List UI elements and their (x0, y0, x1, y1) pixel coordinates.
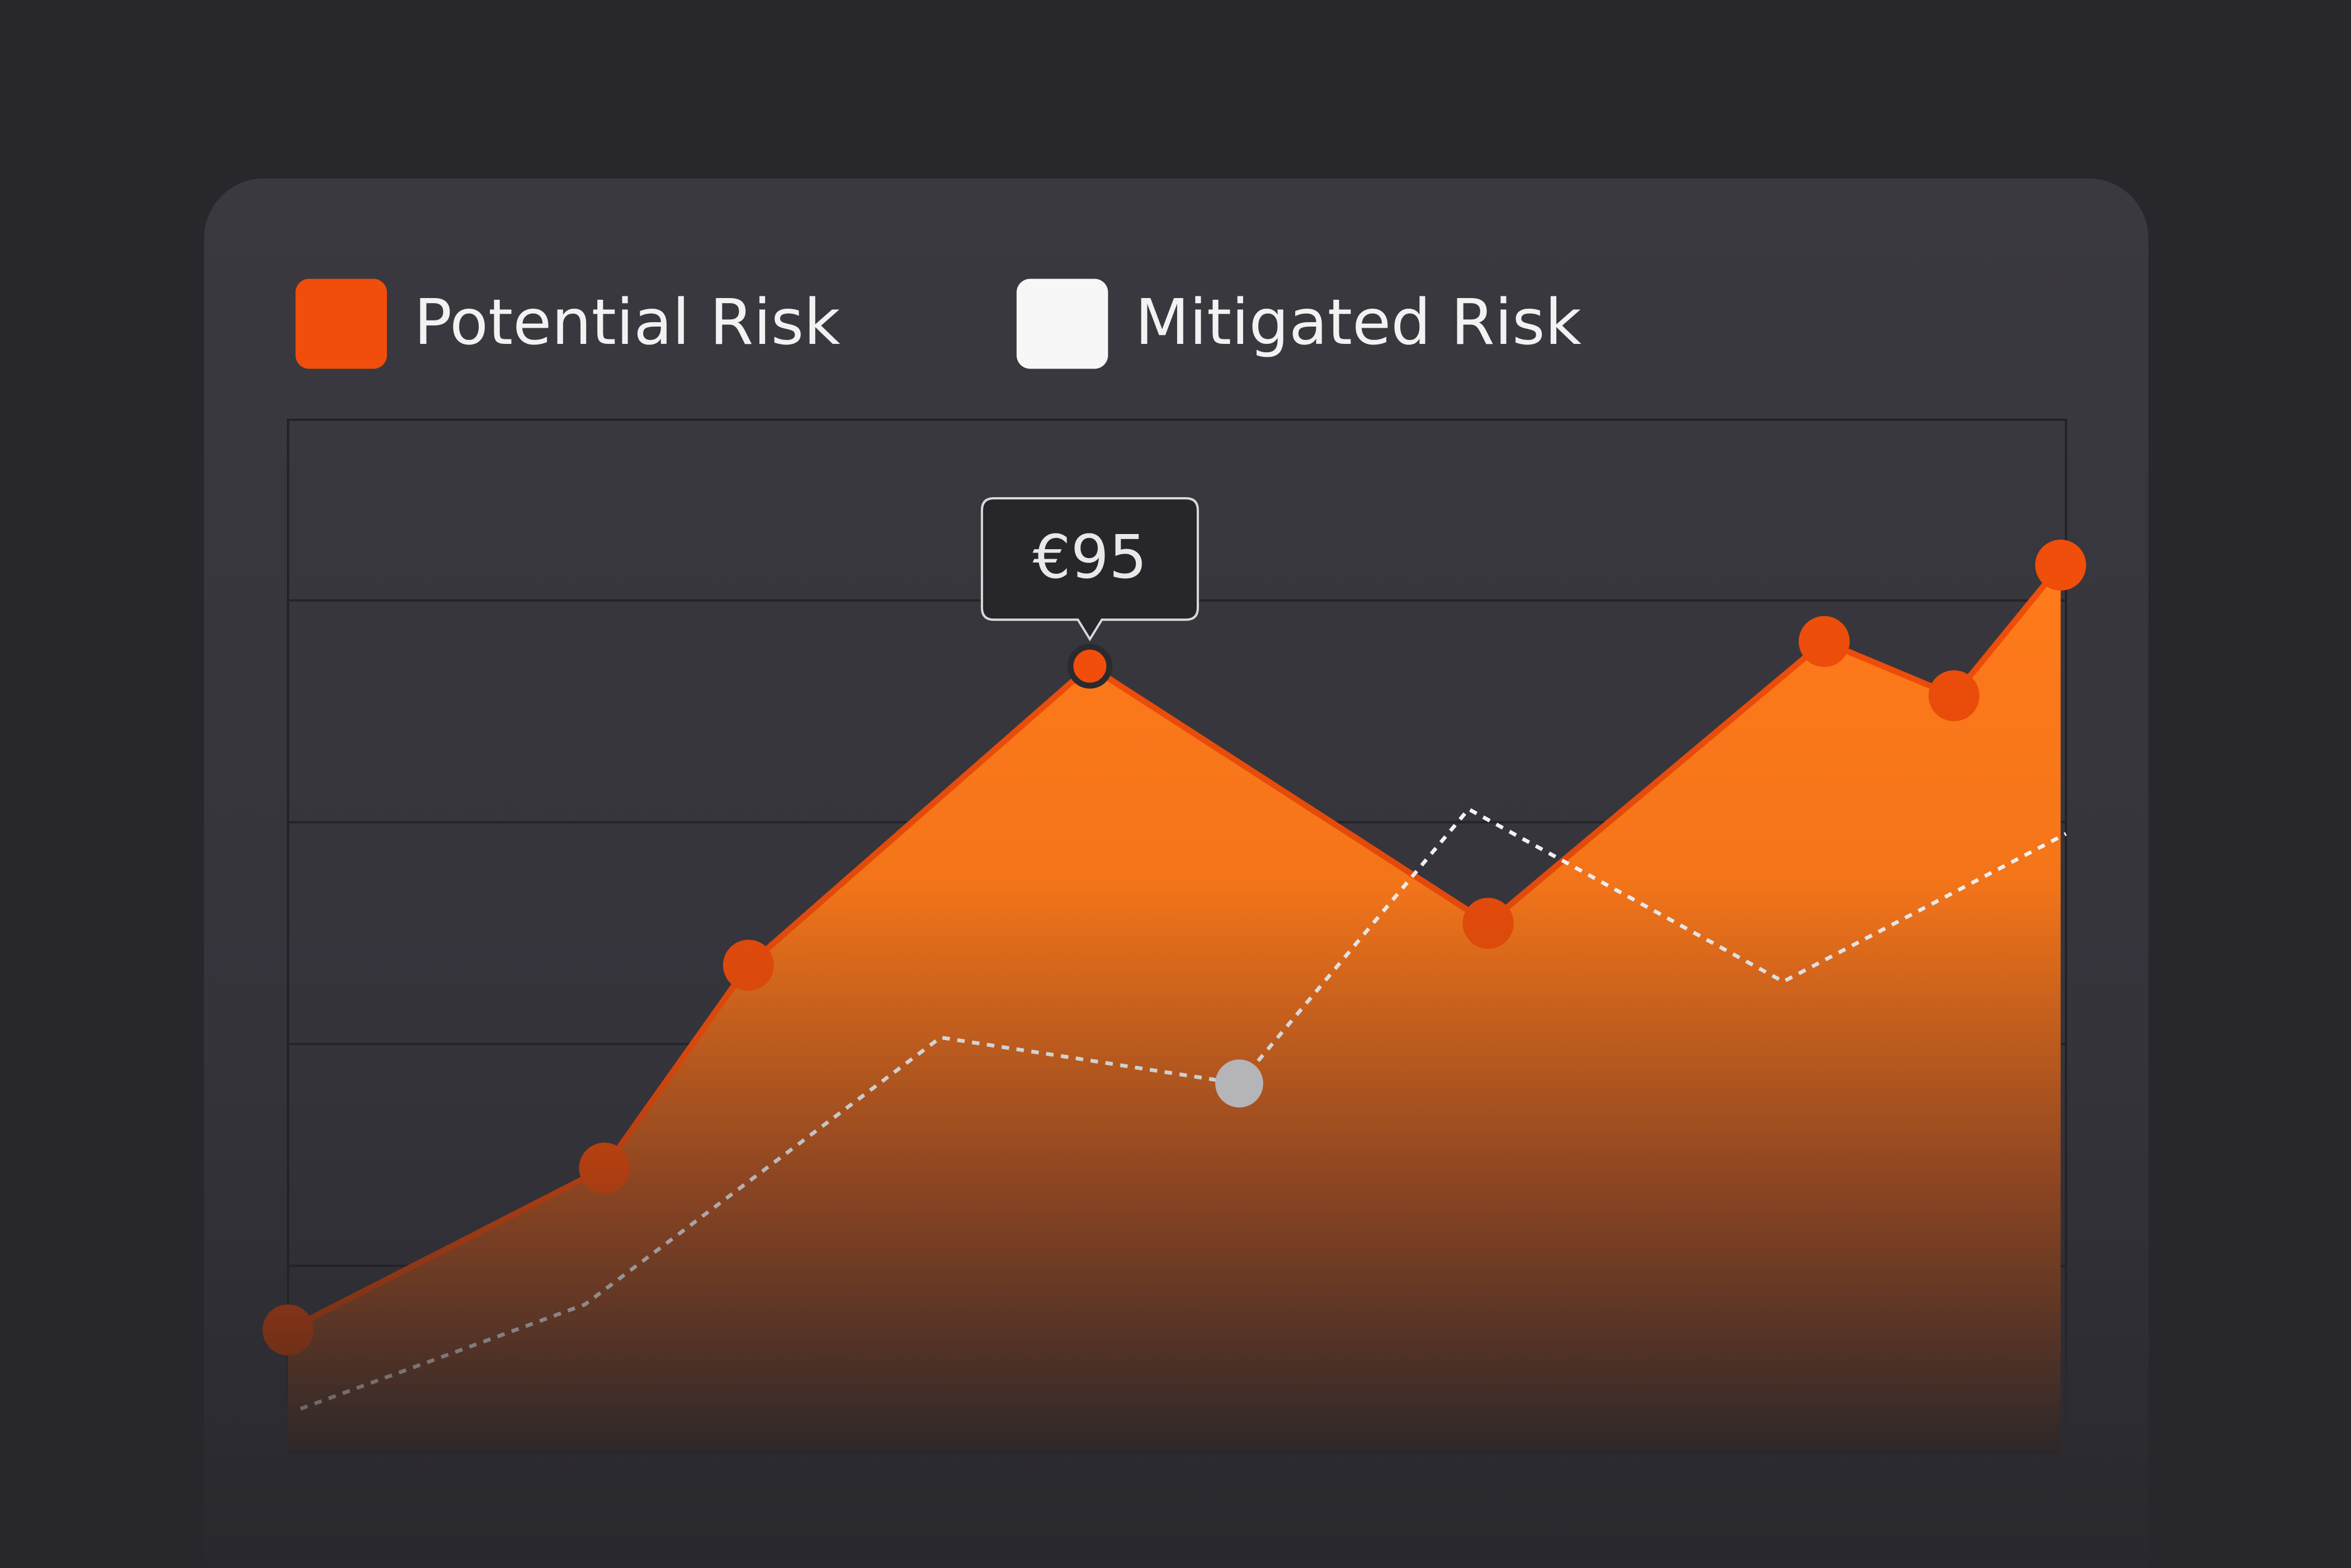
point (579, 1142, 630, 1194)
point (1215, 1059, 1263, 1108)
point (2035, 540, 2086, 591)
point (1928, 670, 1980, 721)
plot-frame (287, 418, 2067, 1454)
tooltip-label: €95 (1033, 522, 1148, 592)
area (288, 565, 2061, 1454)
point (1798, 616, 1850, 667)
legend-swatch (1016, 278, 1108, 369)
tooltip (980, 497, 1199, 641)
legend: Potential Risk Mitigated Risk (295, 278, 1582, 369)
point (1067, 644, 1113, 689)
point (262, 1304, 314, 1356)
point (723, 939, 775, 991)
legend-label: Mitigated Risk (1135, 286, 1582, 359)
point (1462, 898, 1514, 949)
legend-label: Potential Risk (414, 286, 840, 359)
legend-swatch (295, 278, 387, 369)
